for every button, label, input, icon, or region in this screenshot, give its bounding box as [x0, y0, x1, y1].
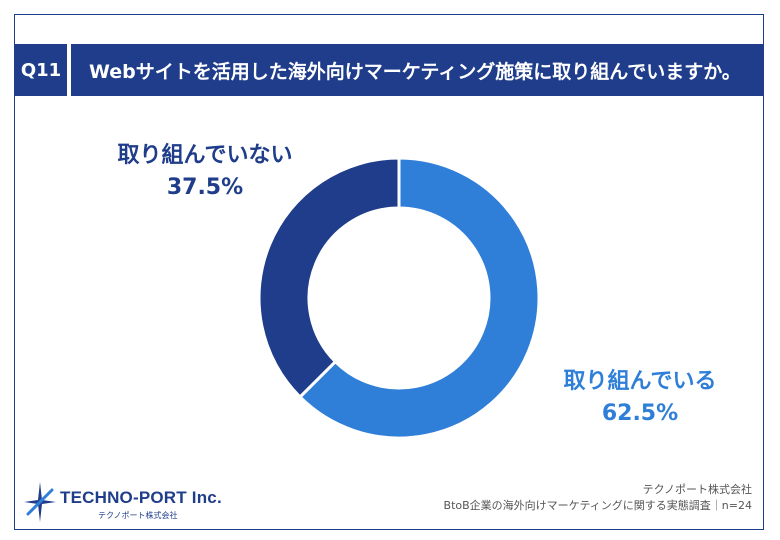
logo-mark-icon — [24, 482, 56, 522]
question-title: Webサイトを活用した海外向けマーケティング施策に取り組んでいますか。 — [71, 44, 764, 96]
question-number: Q11 — [15, 44, 67, 96]
slice-label-not-engaged: 取り組んでいない 37.5% — [100, 140, 310, 204]
logo-name: TECHNO-PORT Inc. — [60, 488, 222, 507]
page-frame — [14, 14, 764, 530]
donut-slice-0 — [297, 156, 541, 440]
slice-label-engaged-value: 62.5% — [601, 401, 679, 426]
footer-company: テクノポート株式会社 — [642, 483, 752, 496]
slice-label-not-engaged-value: 37.5% — [166, 175, 244, 200]
donut-slice-1 — [257, 156, 401, 400]
logo-subtitle: テクノポート株式会社 — [98, 511, 178, 520]
question-header: Q11 Webサイトを活用した海外向けマーケティング施策に取り組んでいますか。 — [15, 44, 764, 96]
company-logo: TECHNO-PORT Inc. テクノポート株式会社 — [22, 480, 222, 524]
footer-credit: テクノポート株式会社 BtoB企業の海外向けマーケティングに関する実態調査｜n=… — [444, 482, 752, 514]
slice-label-engaged: 取り組んでいる 62.5% — [550, 366, 730, 430]
slice-label-not-engaged-text: 取り組んでいない — [117, 143, 293, 168]
footer-survey: BtoB企業の海外向けマーケティングに関する実態調査｜n=24 — [443, 499, 752, 512]
slice-label-engaged-text: 取り組んでいる — [563, 369, 717, 394]
